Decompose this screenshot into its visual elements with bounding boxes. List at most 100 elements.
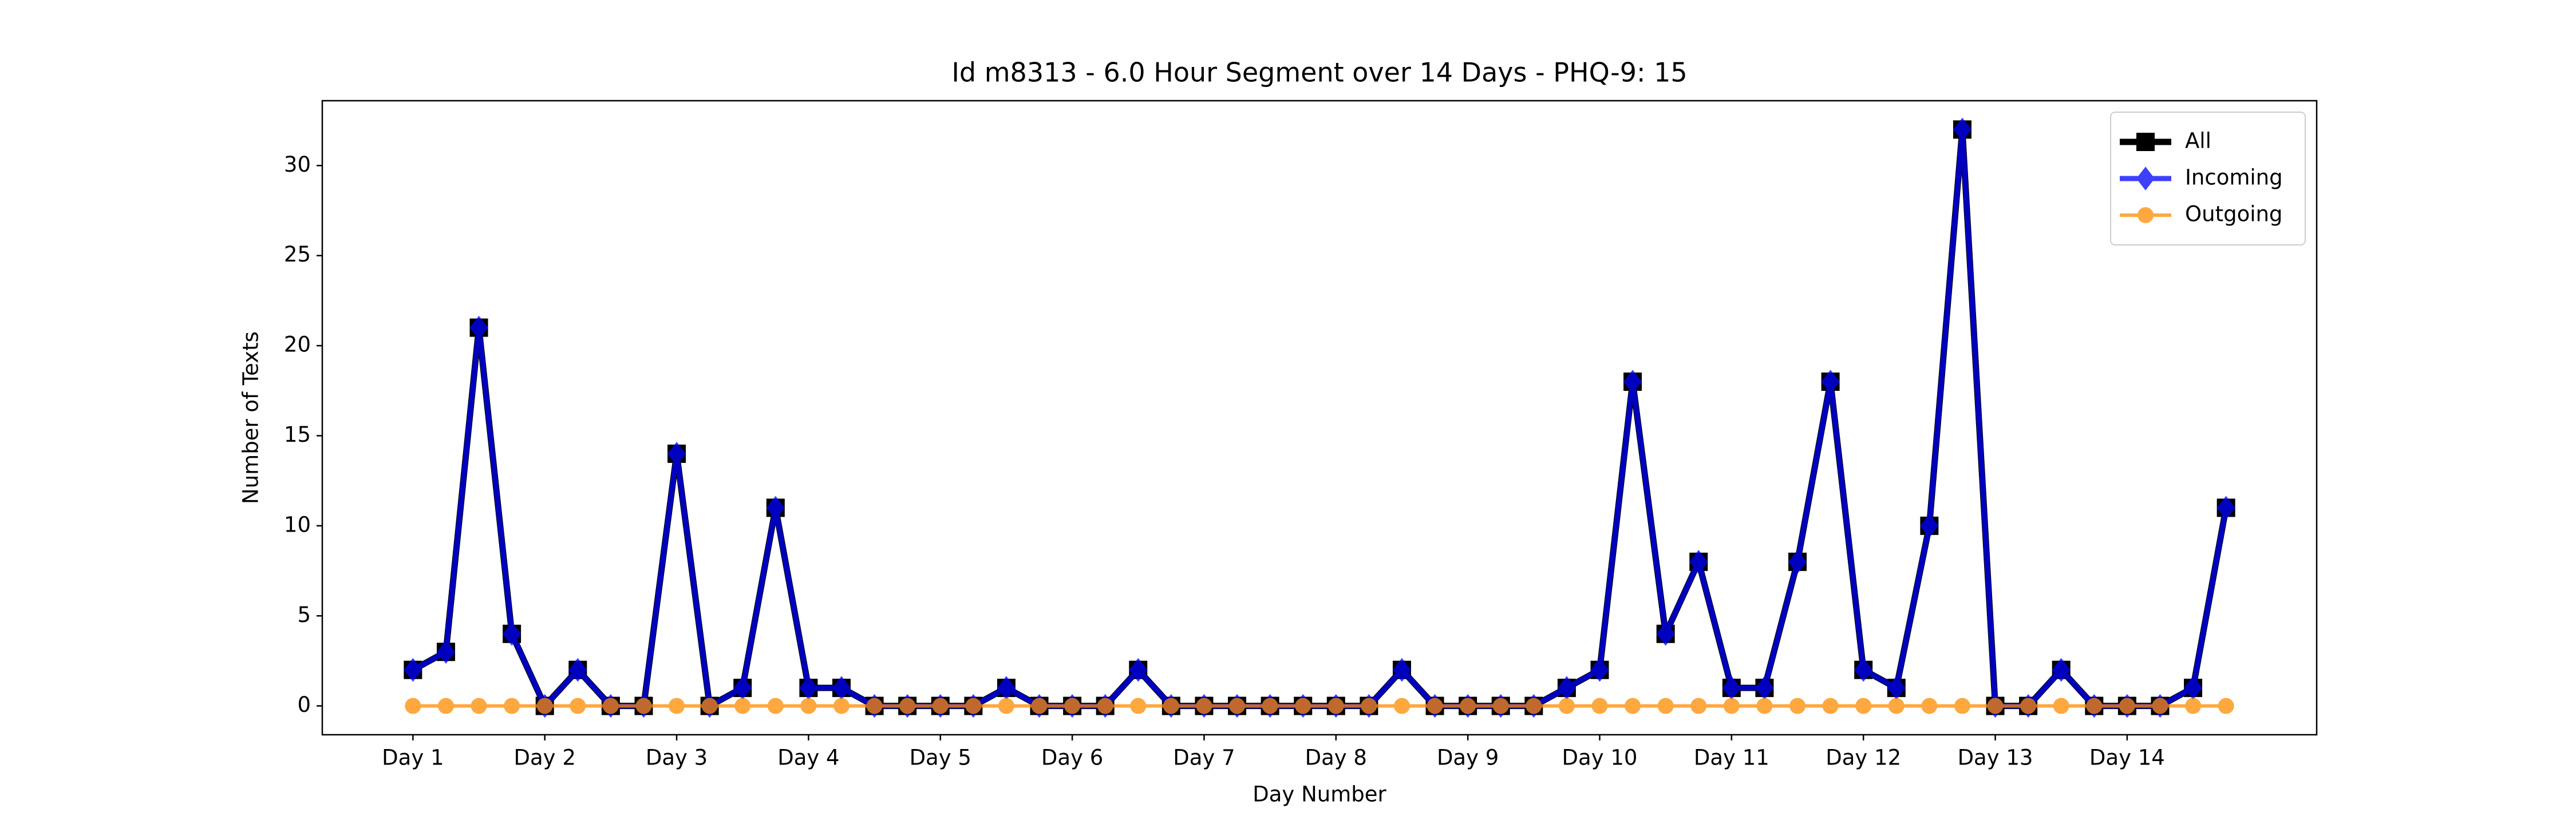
y-tick-label: 0 [297,692,311,717]
data-point [997,676,1016,700]
data-point [965,698,982,714]
x-tick-label: Day 13 [1958,746,2033,770]
legend-marker [2138,207,2154,223]
data-point [767,698,784,714]
x-tick-label: Day 2 [514,746,576,770]
data-point [1327,698,1344,714]
data-point [1822,698,1839,714]
data-point [568,657,587,682]
data-point [2119,698,2135,714]
data-point [469,315,488,340]
data-point [1492,698,1509,714]
data-point [1954,698,1970,714]
x-axis-label: Day Number [1253,782,1386,807]
data-point [2152,698,2168,714]
data-point [635,698,652,714]
data-point [1756,698,1773,714]
legend-box [2110,112,2306,245]
y-tick-label: 5 [297,603,311,627]
data-point [1262,698,1278,714]
data-point [1361,698,1377,714]
data-point [1427,698,1443,714]
data-point [1623,370,1642,394]
data-point [899,698,916,714]
data-point [2217,496,2235,520]
legend-marker [2136,167,2155,191]
data-point [1393,698,1410,714]
data-point [1656,621,1675,646]
data-point [734,698,751,714]
data-point [1229,698,1246,714]
data-point [504,698,520,714]
series [404,120,2235,715]
data-point [1920,514,1939,538]
x-tick-label: Day 9 [1437,746,1499,770]
data-point [667,442,686,466]
data-point [1558,698,1575,714]
series-line [412,126,2229,709]
data-point [833,698,850,714]
data-point [1854,657,1873,682]
data-point [932,698,949,714]
x-tick-label: Day 11 [1694,746,1769,770]
x-tick-label: Day 10 [1562,746,1638,770]
data-point [1460,698,1476,714]
plot-frame [321,100,2318,736]
x-tick-label: Day 7 [1173,746,1235,770]
legend-entry [2120,207,2171,223]
data-point [1888,698,1905,714]
data-point [570,698,586,714]
data-point [1031,698,1048,714]
data-point [669,698,685,714]
data-point [1657,698,1674,714]
data-point [1953,117,1971,142]
x-tick-label: Day 12 [1826,746,1901,770]
data-point [1295,698,1311,714]
data-point [832,676,851,700]
data-point [1887,676,1906,700]
data-point [1163,698,1179,714]
data-point [405,698,421,714]
data-point [733,676,752,700]
series [404,117,2235,718]
data-point [2218,698,2234,714]
y-tick-label: 30 [284,152,311,177]
chart-title: Id m8313 - 6.0 Hour Segment over 14 Days… [951,57,1687,88]
legend-label: Outgoing [2185,202,2282,227]
data-point [1821,370,1840,394]
data-point [1987,698,2004,714]
data-point [436,640,455,664]
data-point [1755,676,1774,700]
y-tick-label: 15 [284,422,311,447]
data-point [2053,698,2069,714]
data-point [404,657,422,682]
data-point [1557,676,1576,700]
x-tick-label: Day 6 [1041,746,1103,770]
data-point [2184,676,2203,700]
data-point [2052,657,2071,682]
data-point [1722,676,1741,700]
data-point [800,698,817,714]
x-tick-label: Day 3 [646,746,708,770]
data-point [1689,550,1708,574]
y-tick-label: 10 [284,512,311,537]
data-point [536,698,553,714]
y-tick-label: 25 [284,242,311,267]
data-point [1392,657,1411,682]
data-point [503,621,521,646]
data-point [799,676,818,700]
data-point [1625,698,1641,714]
series [405,698,2234,714]
y-tick-label: 20 [284,332,311,357]
legend-entry [2120,133,2171,151]
data-point [1130,698,1147,714]
legend-label: Incoming [2185,165,2283,190]
x-tick-label: Day 8 [1305,746,1367,770]
data-point [1855,698,1872,714]
x-tick-label: Day 4 [777,746,839,770]
data-point [1591,698,1608,714]
data-point [1064,698,1081,714]
data-point [1789,698,1806,714]
x-tick-label: Day 14 [2089,746,2165,770]
